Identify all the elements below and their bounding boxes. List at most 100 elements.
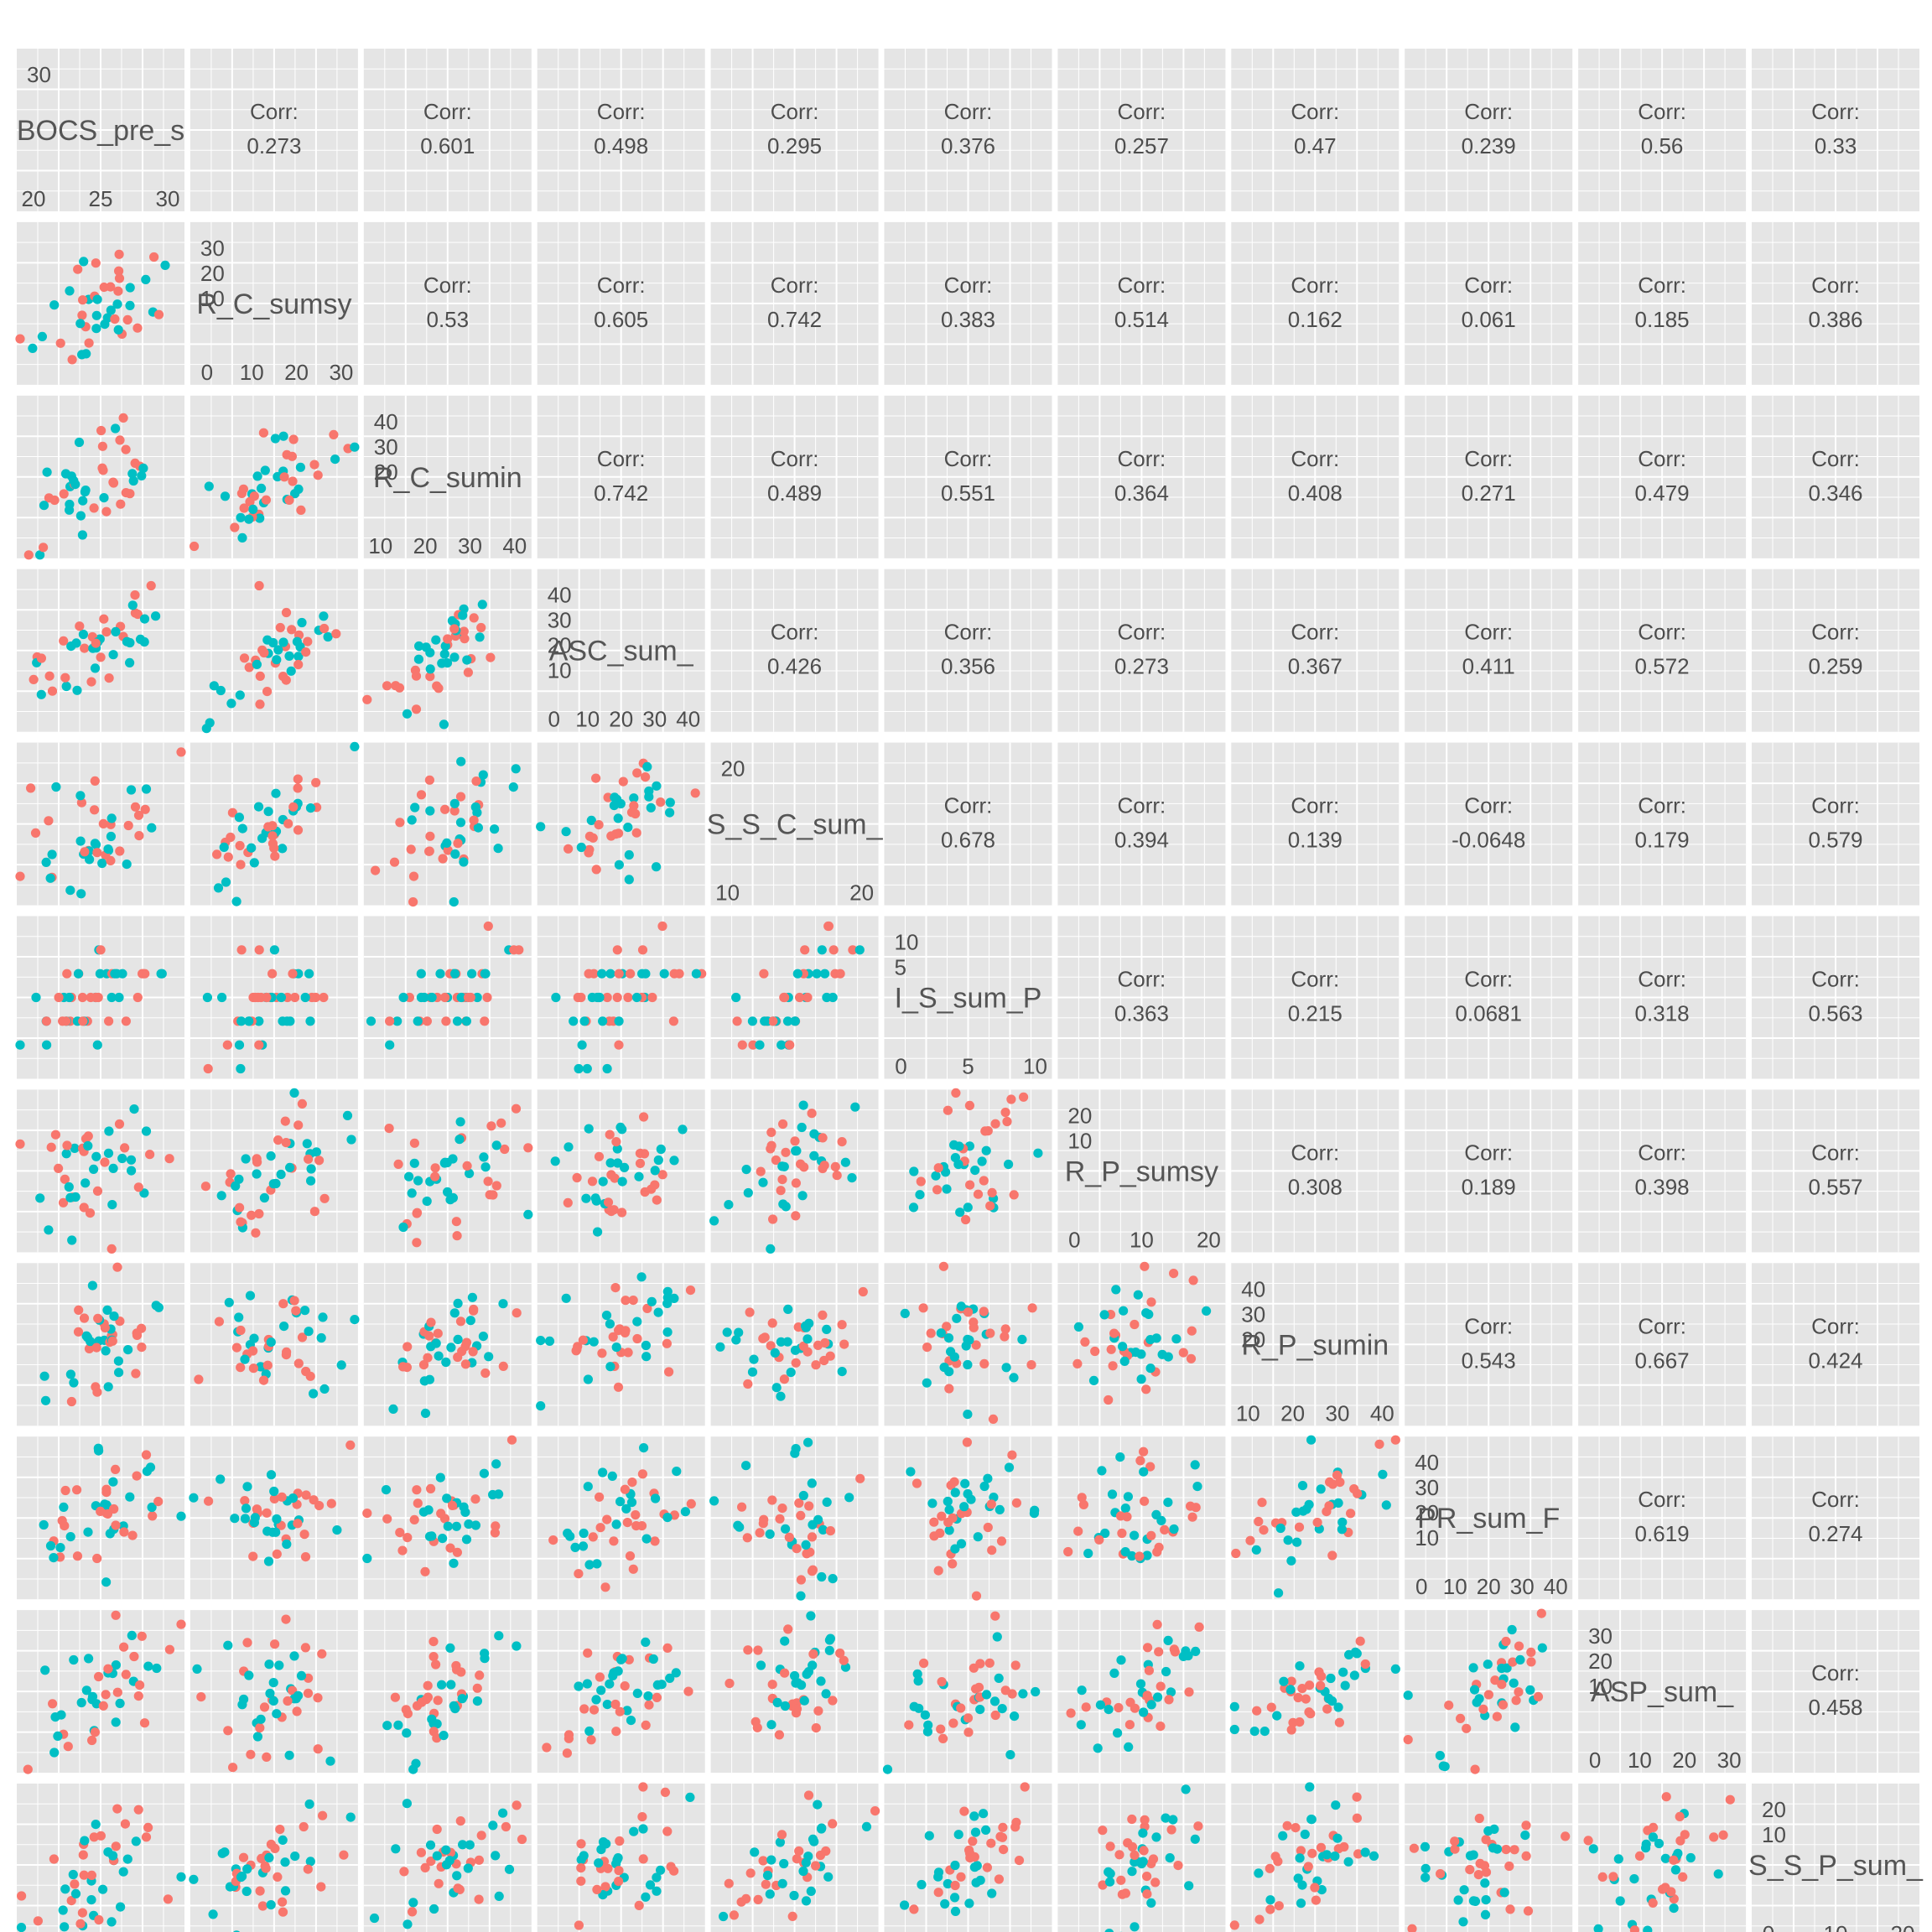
- data-point: [801, 1857, 811, 1867]
- panel-r7-c8: Corr:0.543: [1405, 1263, 1573, 1426]
- data-point: [249, 858, 259, 868]
- data-point: [235, 1202, 245, 1213]
- data-point: [51, 782, 61, 792]
- data-point: [80, 1178, 91, 1188]
- data-point: [269, 945, 279, 955]
- data-point: [111, 1464, 121, 1474]
- data-point: [305, 803, 316, 813]
- data-point: [114, 1119, 125, 1130]
- data-point: [631, 992, 642, 1003]
- data-point: [266, 1470, 277, 1480]
- data-point: [299, 1530, 309, 1540]
- corr-value: 0.557: [1808, 1174, 1862, 1199]
- panel-r10-c5: [884, 1782, 1052, 1932]
- data-point: [564, 1730, 574, 1740]
- data-point: [310, 992, 320, 1003]
- data-point: [115, 1698, 125, 1708]
- tick-label: 0: [1415, 1574, 1427, 1599]
- data-point: [1615, 1896, 1625, 1906]
- data-point: [412, 1485, 422, 1495]
- data-point: [662, 1643, 673, 1653]
- data-point: [766, 1244, 776, 1254]
- data-point: [1014, 1856, 1025, 1866]
- data-point: [447, 1500, 458, 1510]
- data-point: [767, 1318, 777, 1328]
- corr-value: 0.239: [1462, 133, 1516, 158]
- data-point: [53, 1731, 63, 1741]
- panel-r3-c8: Corr:0.411: [1405, 569, 1573, 732]
- data-point: [319, 1384, 330, 1394]
- data-point: [1352, 1792, 1362, 1802]
- data-point: [402, 1919, 413, 1929]
- data-point: [59, 636, 69, 646]
- data-point: [288, 434, 299, 444]
- data-point: [1119, 1306, 1129, 1316]
- data-point: [809, 1150, 819, 1161]
- data-point: [432, 1824, 442, 1835]
- data-point: [222, 1040, 232, 1050]
- data-point: [1508, 1657, 1518, 1667]
- data-point: [414, 641, 424, 652]
- panel-r10-c8: [1405, 1784, 1573, 1932]
- data-point: [1420, 1872, 1431, 1883]
- data-point: [239, 653, 250, 663]
- data-point: [828, 1574, 838, 1584]
- data-point: [203, 1063, 213, 1074]
- data-point: [442, 1493, 452, 1504]
- data-point: [289, 1088, 299, 1098]
- data-point: [1130, 1530, 1140, 1540]
- data-point: [801, 1540, 811, 1550]
- data-point: [767, 1680, 777, 1690]
- data-point: [572, 1344, 582, 1354]
- data-point: [133, 810, 144, 820]
- data-point: [449, 652, 460, 662]
- panel-r10-c6: [1057, 1784, 1226, 1932]
- panel-r0-c4: Corr:0.295: [710, 49, 879, 211]
- data-point: [1130, 1703, 1140, 1713]
- data-point: [576, 1863, 586, 1873]
- data-point: [624, 875, 634, 885]
- data-point: [424, 846, 434, 856]
- data-point: [94, 1446, 104, 1456]
- data-point: [922, 1727, 932, 1737]
- panel-r1-c9: Corr:0.185: [1578, 221, 1747, 385]
- data-point: [245, 1291, 256, 1301]
- corr-label: Corr:: [1638, 99, 1686, 124]
- panel-r1-c7: Corr:0.162: [1231, 221, 1400, 385]
- data-point: [589, 1705, 600, 1715]
- data-point: [402, 1799, 412, 1809]
- data-point: [127, 1166, 137, 1176]
- data-point: [424, 775, 434, 785]
- data-point: [639, 1443, 649, 1453]
- data-point: [79, 1313, 90, 1323]
- data-point: [639, 1112, 649, 1122]
- corr-value: 0.543: [1462, 1348, 1516, 1373]
- data-point: [611, 1519, 621, 1530]
- data-point: [114, 249, 124, 259]
- data-point: [259, 1702, 270, 1712]
- data-point: [1107, 1489, 1118, 1499]
- data-point: [1076, 1720, 1086, 1730]
- data-point: [433, 1696, 443, 1706]
- data-point: [273, 1135, 283, 1145]
- data-point: [280, 1857, 290, 1867]
- data-point: [221, 877, 231, 887]
- data-point: [451, 1217, 462, 1227]
- data-point: [741, 1165, 751, 1175]
- data-point: [971, 1591, 982, 1601]
- data-point: [91, 1151, 101, 1161]
- data-point: [747, 1367, 758, 1377]
- data-point: [1146, 1858, 1156, 1868]
- data-point: [498, 1361, 508, 1371]
- corr-label: Corr:: [944, 273, 993, 298]
- data-point: [393, 1720, 403, 1730]
- data-point: [137, 1631, 147, 1641]
- data-point: [802, 1334, 813, 1344]
- panel-r5-c8: Corr:0.0681: [1405, 916, 1573, 1079]
- data-point: [1507, 1624, 1517, 1635]
- data-point: [237, 1872, 247, 1882]
- data-point: [17, 1891, 27, 1901]
- data-point: [940, 1898, 950, 1909]
- data-point: [817, 1823, 827, 1833]
- data-point: [1327, 1550, 1337, 1561]
